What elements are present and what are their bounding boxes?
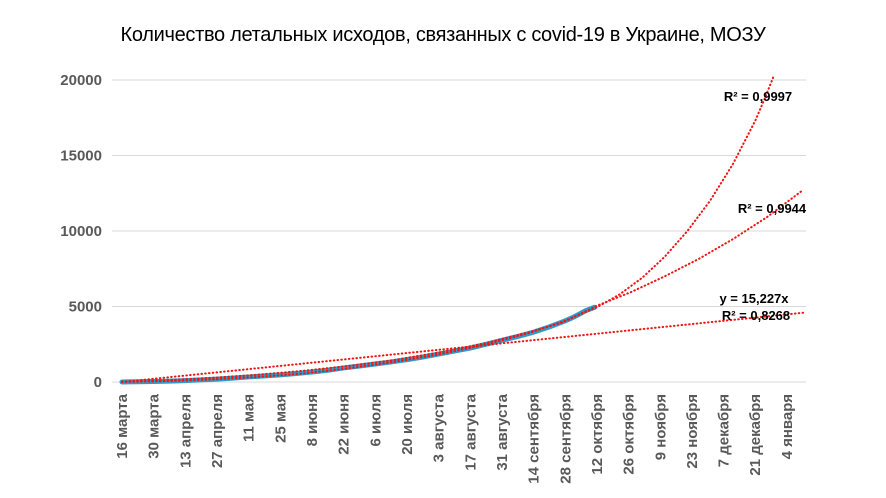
x-axis-tick-label: 13 апреля: [177, 394, 194, 468]
annotation-exponential-r2: R² = 0,9997: [724, 89, 792, 104]
x-axis-tick-label: 31 августа: [494, 393, 511, 470]
x-axis-tick-label: 16 марта: [114, 393, 131, 458]
x-axis-tick-label: 21 декабря: [747, 394, 764, 476]
trendlines: [120, 75, 807, 383]
x-axis-tick-label: 26 октября: [621, 394, 638, 475]
x-axis-tick-label: 27 апреля: [209, 394, 226, 468]
annotation-polynomial-r2: R² = 0,9944: [738, 201, 807, 216]
y-axis-tick-label: 15000: [60, 148, 102, 165]
x-axis-labels: 16 марта 30 марта 13 апреля 27 апреля 11 мая…: [114, 393, 796, 483]
x-axis-tick-label: 20 июля: [399, 394, 416, 455]
y-axis-labels: 0 5000 10000 15000 20000: [60, 72, 102, 391]
trendline-exponential: [120, 75, 775, 383]
x-axis-tick-label: 3 августа: [431, 393, 448, 462]
x-axis-tick-label: 12 октября: [589, 394, 606, 475]
chart-title: Количество летальных исходов, связанных …: [120, 24, 766, 46]
x-axis-tick-label: 14 сентября: [526, 394, 543, 484]
x-axis-tick-label: 7 декабря: [716, 394, 733, 467]
y-axis-tick-label: 20000: [60, 72, 102, 89]
deaths-data-line: [119, 304, 598, 385]
gridlines: [112, 79, 806, 383]
x-axis-tick-label: 9 ноября: [652, 394, 669, 460]
annotation-linear-equation: y = 15,227x: [719, 291, 789, 306]
x-axis-tick-label: 11 мая: [241, 394, 258, 442]
trendline-polynomial: [120, 189, 804, 383]
y-axis-tick-label: 10000: [60, 223, 102, 240]
x-axis-tick-label: 17 августа: [462, 393, 479, 470]
x-axis-tick-label: 25 мая: [272, 394, 289, 443]
data-series: [119, 304, 598, 385]
x-axis-tick-label: 22 июня: [336, 394, 353, 455]
x-axis-tick-label: 4 января: [779, 394, 796, 459]
annotation-linear-r2: R² = 0,8268: [722, 308, 790, 323]
x-axis-tick-label: 30 марта: [146, 393, 163, 458]
y-axis-tick-label: 0: [94, 374, 102, 391]
x-axis-tick-label: 8 июня: [304, 394, 321, 446]
trendline-linear: [120, 311, 807, 383]
x-axis-tick-label: 23 ноября: [684, 394, 701, 469]
x-axis-tick-label: 28 сентября: [557, 394, 574, 484]
x-axis-tick-label: 6 июля: [367, 394, 384, 446]
y-axis-tick-label: 5000: [69, 299, 102, 316]
